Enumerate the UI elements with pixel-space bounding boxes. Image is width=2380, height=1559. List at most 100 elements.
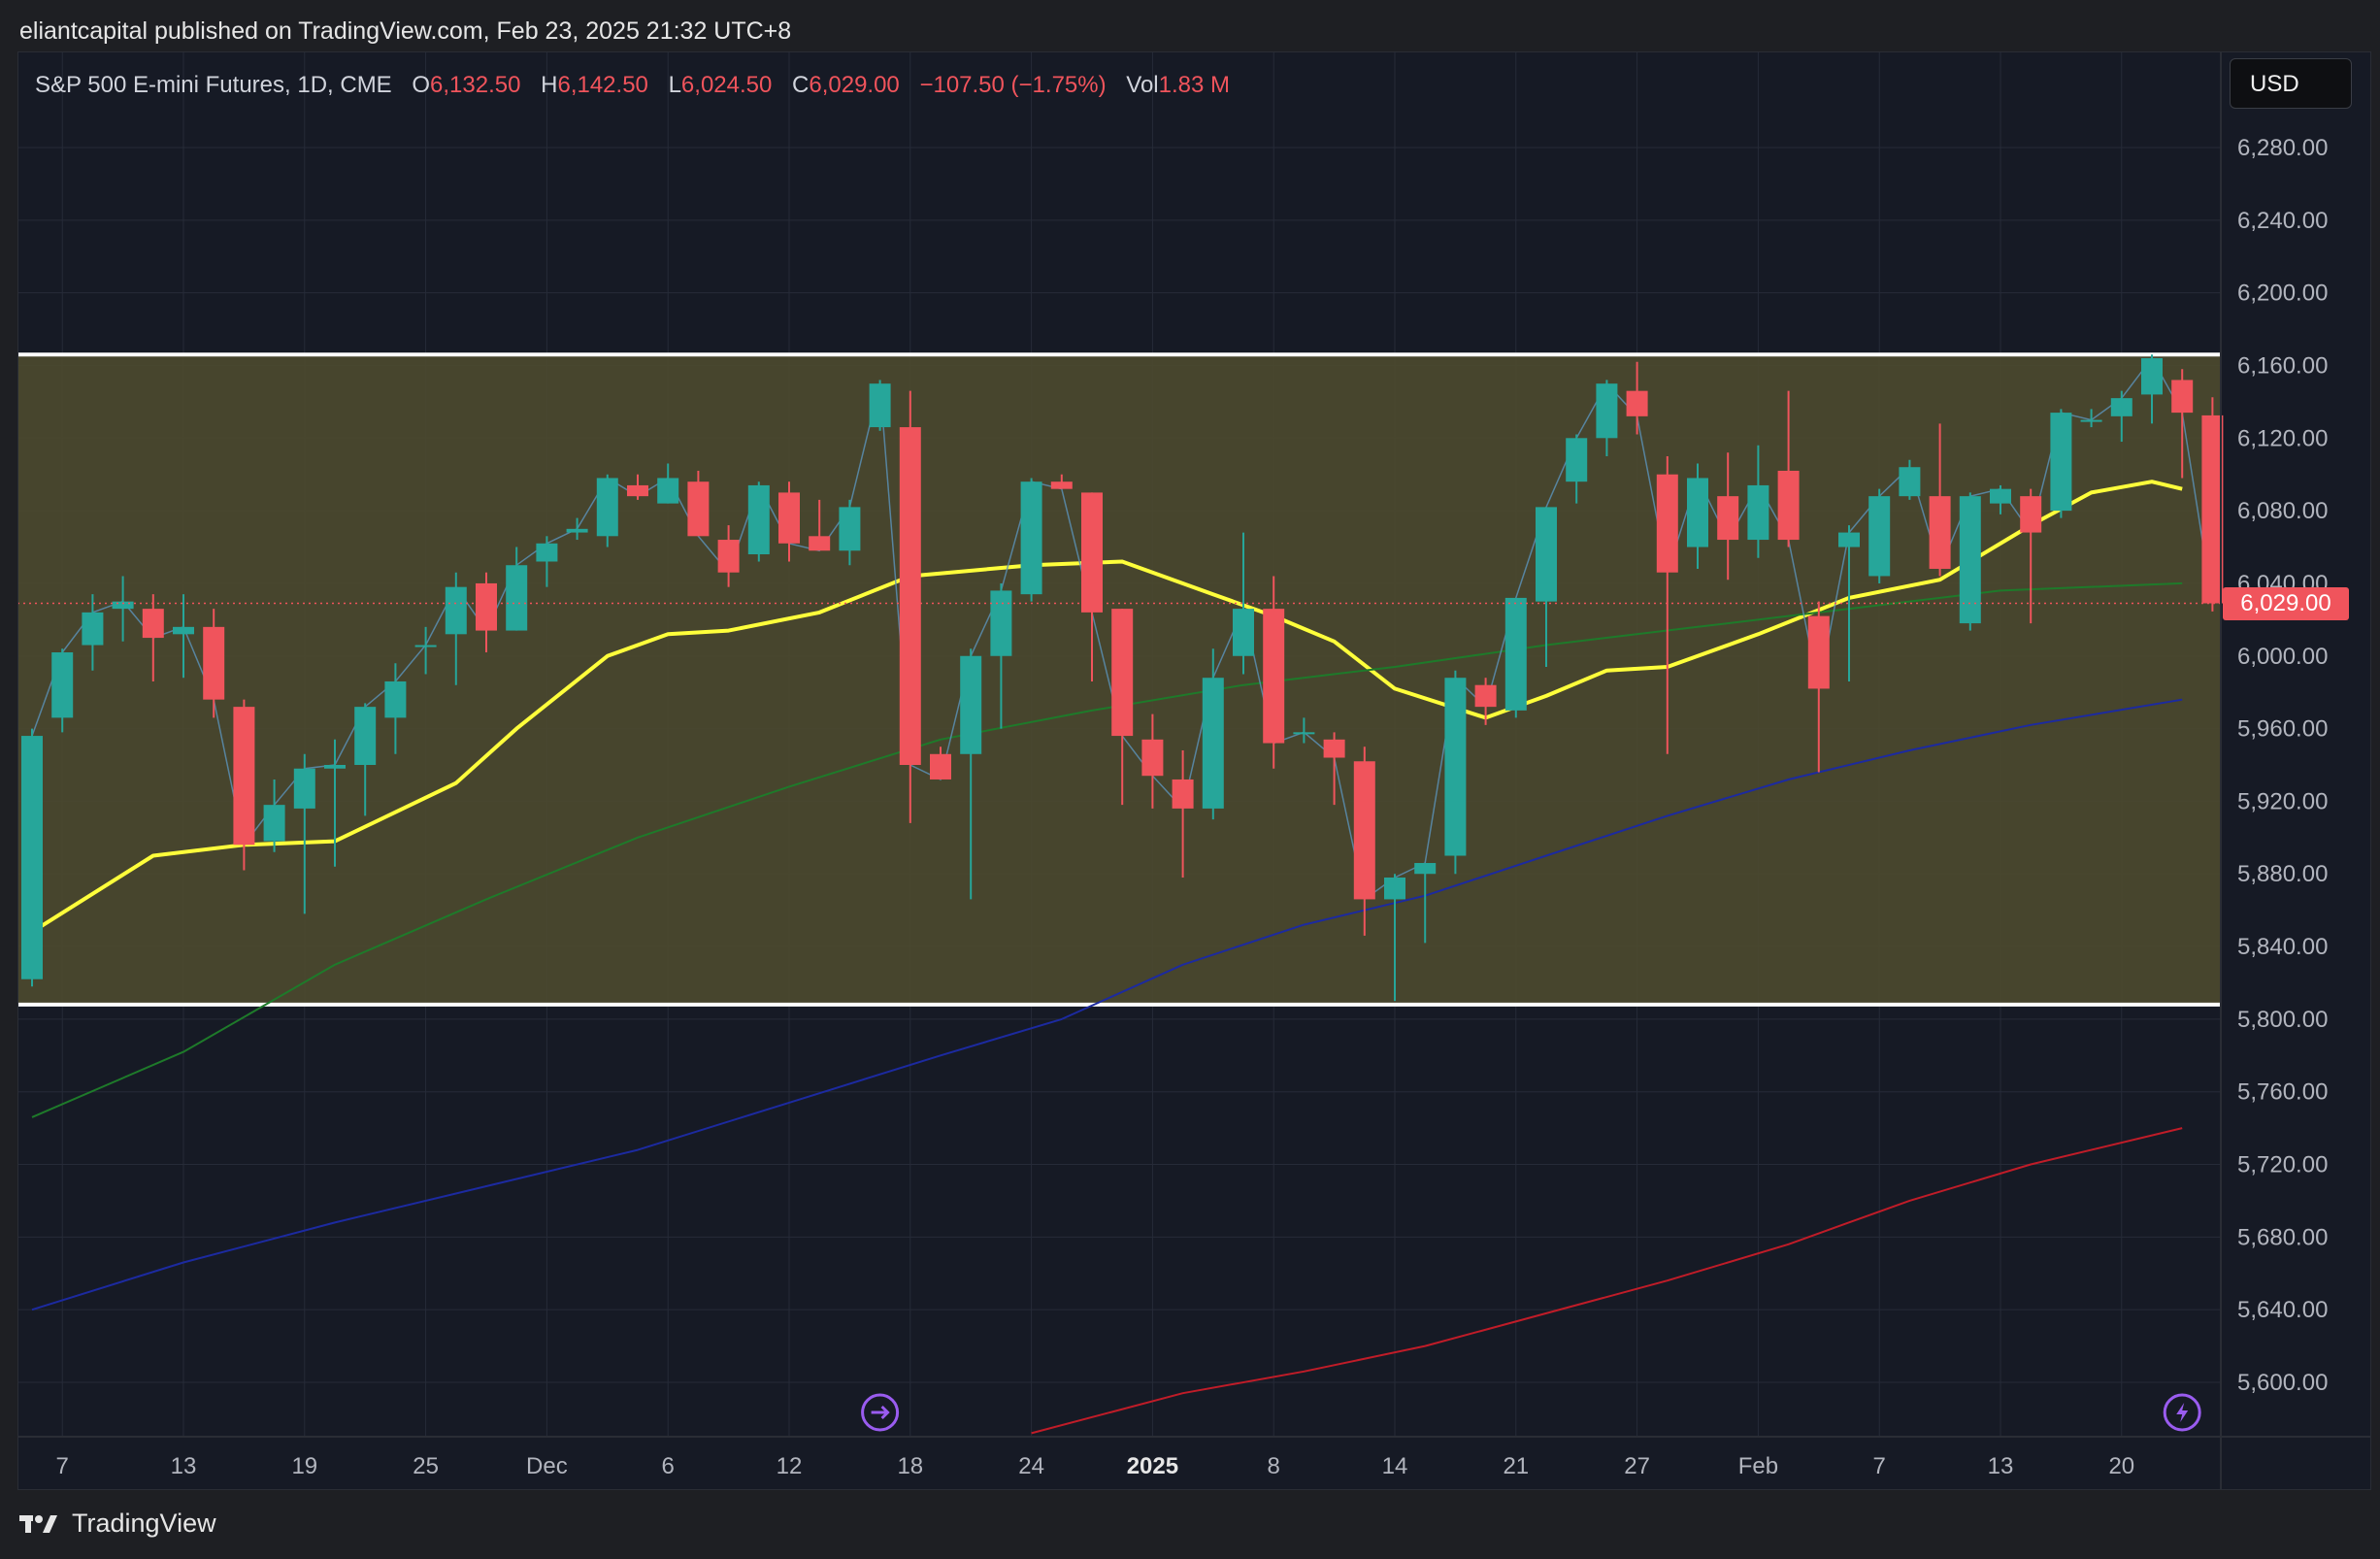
x-tick-label: 13 <box>171 1453 197 1479</box>
candle-body <box>445 586 467 635</box>
candle-body <box>173 626 194 635</box>
x-tick-label: 13 <box>1988 1453 2014 1479</box>
x-tick-label: Feb <box>1738 1453 1778 1479</box>
candle-body <box>899 427 921 765</box>
candle-body <box>1929 496 1951 569</box>
candle-body <box>324 765 346 769</box>
candle-body <box>1353 761 1375 900</box>
moving-average-line-4 <box>1031 1127 2183 1435</box>
candle-body <box>687 481 710 537</box>
brand-name: TradingView <box>72 1509 216 1538</box>
candle-body <box>1626 390 1648 416</box>
candle-body <box>1414 863 1437 875</box>
open-value: 6,132.50 <box>430 72 521 98</box>
candle-body <box>354 707 377 765</box>
symbol-name[interactable]: S&P 500 E-mini Futures, 1D, CME <box>35 72 392 98</box>
y-tick-label: 5,880.00 <box>2237 861 2328 887</box>
last-price-label: 6,029.00 <box>2223 587 2349 620</box>
y-tick-label: 6,200.00 <box>2237 281 2328 307</box>
candle-body <box>476 582 497 631</box>
candle-body <box>1233 609 1254 656</box>
candle-body <box>930 753 951 780</box>
y-tick-label: 5,640.00 <box>2237 1297 2328 1323</box>
candle-body <box>960 655 982 754</box>
candle-body <box>1263 609 1285 744</box>
candle-body <box>657 478 679 504</box>
price-axis-background <box>2221 51 2371 1490</box>
candle-body <box>203 626 225 700</box>
close-label: C <box>792 72 810 98</box>
x-tick-label: 14 <box>1382 1453 1408 1479</box>
candle-body <box>82 612 104 646</box>
x-tick-label: 24 <box>1018 1453 1044 1479</box>
candle-body <box>1868 496 1891 577</box>
y-tick-label: 5,680.00 <box>2237 1224 2328 1250</box>
candle-body <box>1081 492 1103 613</box>
candle-body <box>2020 496 2042 533</box>
candle-body <box>2171 380 2194 414</box>
candle-body <box>1474 684 1497 708</box>
tradingview-brand[interactable]: TradingView <box>19 1509 216 1539</box>
candle-body <box>869 383 891 428</box>
candle-body <box>717 540 740 573</box>
low-label: L <box>668 72 681 98</box>
candle-body <box>1990 488 2011 504</box>
tradingview-logo-icon <box>19 1514 57 1533</box>
candle-body <box>1050 481 1073 489</box>
lightning-icon <box>2163 1393 2201 1432</box>
candle-body <box>51 652 74 718</box>
candle-body <box>2141 357 2163 395</box>
candle-body <box>990 590 1012 656</box>
candle-body <box>1536 507 1557 602</box>
y-tick-label: 6,160.00 <box>2237 352 2328 379</box>
x-tick-label: 21 <box>1503 1453 1529 1479</box>
candle-body <box>384 680 407 718</box>
candle-body <box>263 805 285 842</box>
y-tick-label: 6,080.00 <box>2237 498 2328 524</box>
candle-body <box>1111 609 1134 737</box>
y-tick-label: 6,000.00 <box>2237 644 2328 670</box>
publisher-caption: eliantcapital published on TradingView.c… <box>19 17 792 45</box>
x-tick-label: 8 <box>1268 1453 1280 1479</box>
candle-body <box>747 484 770 555</box>
candle-body <box>293 768 315 809</box>
x-tick-label: 7 <box>1873 1453 1886 1479</box>
y-tick-label: 5,960.00 <box>2237 716 2328 743</box>
x-tick-label: 2025 <box>1127 1453 1178 1479</box>
candle-body <box>1959 496 1981 624</box>
change-value: −107.50 (−1.75%) <box>919 72 1107 98</box>
candle-body <box>839 507 861 551</box>
currency-button[interactable]: USD <box>2230 58 2352 109</box>
y-tick-label: 5,600.00 <box>2237 1370 2328 1396</box>
candle-body <box>536 543 558 562</box>
candle-body <box>2201 415 2224 604</box>
candle-body <box>566 528 588 533</box>
x-tick-label: Dec <box>526 1453 568 1479</box>
candle-body <box>809 536 831 551</box>
candle-body <box>1141 739 1164 777</box>
candle-body <box>1384 877 1405 900</box>
high-value: 6,142.50 <box>557 72 648 98</box>
candle-body <box>1323 739 1345 758</box>
x-tick-label: 12 <box>777 1453 803 1479</box>
candle-body <box>2110 398 2132 416</box>
x-tick-label: 27 <box>1624 1453 1650 1479</box>
candle-body <box>2080 419 2102 422</box>
y-tick-label: 5,840.00 <box>2237 934 2328 960</box>
candle-body <box>1656 474 1678 573</box>
candle-body <box>1596 383 1618 439</box>
candle-body <box>414 645 437 647</box>
candle-body <box>1899 467 1921 497</box>
volume-value: 1.83 M <box>1158 72 1231 98</box>
candle-body <box>1777 470 1800 541</box>
x-tick-label: 18 <box>897 1453 923 1479</box>
close-value: 6,029.00 <box>809 72 900 98</box>
candle-body <box>1807 615 1830 689</box>
x-tick-label: 25 <box>413 1453 439 1479</box>
candle-body <box>142 609 164 639</box>
y-tick-label: 6,240.00 <box>2237 208 2328 234</box>
candle-body <box>627 484 648 497</box>
candle-body <box>2050 413 2072 512</box>
x-tick-label: 7 <box>56 1453 69 1479</box>
